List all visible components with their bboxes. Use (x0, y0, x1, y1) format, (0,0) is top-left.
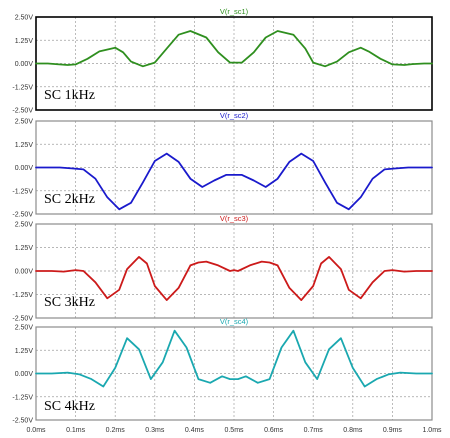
trace-title[interactable]: V(r_sc1) (220, 7, 249, 16)
y-tick-label: -2.50V (12, 418, 33, 425)
y-tick-label: 0.00V (15, 269, 34, 276)
y-tick-label: 0.00V (15, 61, 34, 68)
trace-3 (35, 255, 433, 301)
trace-4 (35, 329, 433, 388)
x-tick-label: 0.4ms (185, 427, 205, 434)
x-tick-label: 0.8ms (343, 427, 363, 434)
x-tick-label: 0.1ms (66, 427, 86, 434)
x-tick-label: 0.5ms (224, 427, 244, 434)
x-tick-label: 0.7ms (304, 427, 324, 434)
x-tick-label: 0.6ms (264, 427, 284, 434)
trace-title[interactable]: V(r_sc4) (220, 317, 249, 326)
y-tick-label: 1.25V (15, 245, 34, 252)
x-tick-label: 0.0ms (26, 427, 46, 434)
y-tick-label: -2.50V (12, 108, 33, 115)
trace-title[interactable]: V(r_sc2) (220, 111, 249, 120)
x-tick-label: 0.3ms (145, 427, 165, 434)
panel-label: SC 3kHz (44, 295, 95, 310)
x-tick-label: 1.0ms (422, 427, 442, 434)
y-tick-label: 1.25V (15, 348, 34, 355)
y-tick-label: -2.50V (12, 212, 33, 219)
y-tick-label: -1.25V (12, 188, 33, 195)
y-tick-label: 1.25V (15, 38, 34, 45)
y-tick-label: -1.25V (12, 394, 33, 401)
y-tick-label: 2.50V (15, 325, 34, 332)
y-tick-label: 0.00V (15, 165, 34, 172)
y-tick-label: 2.50V (15, 15, 34, 22)
y-tick-label: 2.50V (15, 119, 34, 126)
y-tick-label: -1.25V (12, 84, 33, 91)
panel-label: SC 2kHz (44, 192, 95, 207)
y-tick-label: -2.50V (12, 316, 33, 323)
x-tick-label: 0.2ms (106, 427, 126, 434)
y-tick-label: 0.00V (15, 371, 34, 378)
trace-title[interactable]: V(r_sc3) (220, 214, 249, 223)
trace-2 (35, 152, 433, 211)
panel-label: SC 4kHz (44, 399, 95, 414)
y-tick-label: 2.50V (15, 222, 34, 229)
x-tick-label: 0.9ms (383, 427, 403, 434)
trace-1 (35, 30, 433, 68)
y-tick-label: -1.25V (12, 292, 33, 299)
y-tick-label: 1.25V (15, 142, 34, 149)
panel-label: SC 1kHz (44, 88, 95, 103)
